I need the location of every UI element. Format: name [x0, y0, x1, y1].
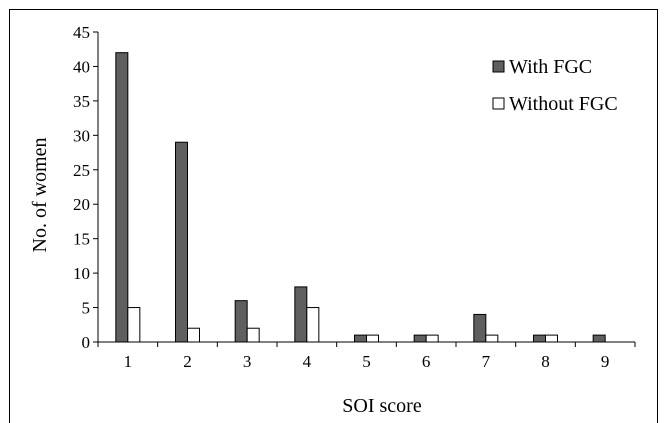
x-tick-label: 1 [124, 352, 133, 371]
x-tick-label: 2 [183, 352, 192, 371]
bar-without-fgc-5 [367, 335, 379, 342]
y-tick-label: 15 [73, 230, 90, 249]
bar-with-fgc-3 [235, 301, 247, 342]
bar-with-fgc-6 [414, 335, 426, 342]
bar-with-fgc-7 [474, 314, 486, 342]
bar-with-fgc-9 [593, 335, 605, 342]
legend-swatch-without-fgc [493, 98, 504, 109]
x-axis-title: SOI score [342, 395, 422, 417]
x-axis-ticks: 1 2 3 4 5 6 7 8 9 [98, 342, 635, 371]
legend-label-with-fgc: With FGC [509, 56, 592, 78]
bar-with-fgc-5 [355, 335, 367, 342]
bar-without-fgc-4 [307, 308, 319, 342]
legend-label-without-fgc: Without FGC [509, 93, 618, 115]
y-tick-label: 20 [73, 195, 90, 214]
bar-with-fgc-1 [116, 53, 128, 342]
legend: With FGC Without FGC [493, 56, 618, 115]
x-tick-label: 6 [422, 352, 431, 371]
y-axis-title: No. of women [29, 138, 51, 253]
y-tick-label: 0 [82, 333, 91, 352]
y-tick-label: 5 [82, 299, 91, 318]
y-tick-label: 35 [73, 92, 90, 111]
y-tick-label: 40 [73, 57, 90, 76]
x-tick-label: 4 [303, 352, 312, 371]
y-tick-label: 45 [73, 23, 90, 42]
legend-swatch-with-fgc [493, 61, 504, 72]
y-tick-label: 10 [73, 264, 90, 283]
x-tick-label: 9 [601, 352, 610, 371]
x-tick-label: 8 [541, 352, 550, 371]
bar-with-fgc-8 [534, 335, 546, 342]
bar-without-fgc-7 [486, 335, 498, 342]
x-tick-label: 7 [482, 352, 491, 371]
bar-without-fgc-3 [247, 328, 259, 342]
bar-with-fgc-2 [176, 142, 188, 342]
y-axis-ticks: 0 5 10 15 20 25 30 35 40 45 [73, 23, 98, 352]
bar-without-fgc-1 [128, 308, 140, 342]
y-tick-label: 25 [73, 161, 90, 180]
bar-without-fgc-6 [426, 335, 438, 342]
x-tick-label: 5 [362, 352, 371, 371]
bar-with-fgc-4 [295, 287, 307, 342]
bar-without-fgc-8 [546, 335, 558, 342]
bar-without-fgc-2 [188, 328, 200, 342]
y-tick-label: 30 [73, 126, 90, 145]
x-tick-label: 3 [243, 352, 252, 371]
